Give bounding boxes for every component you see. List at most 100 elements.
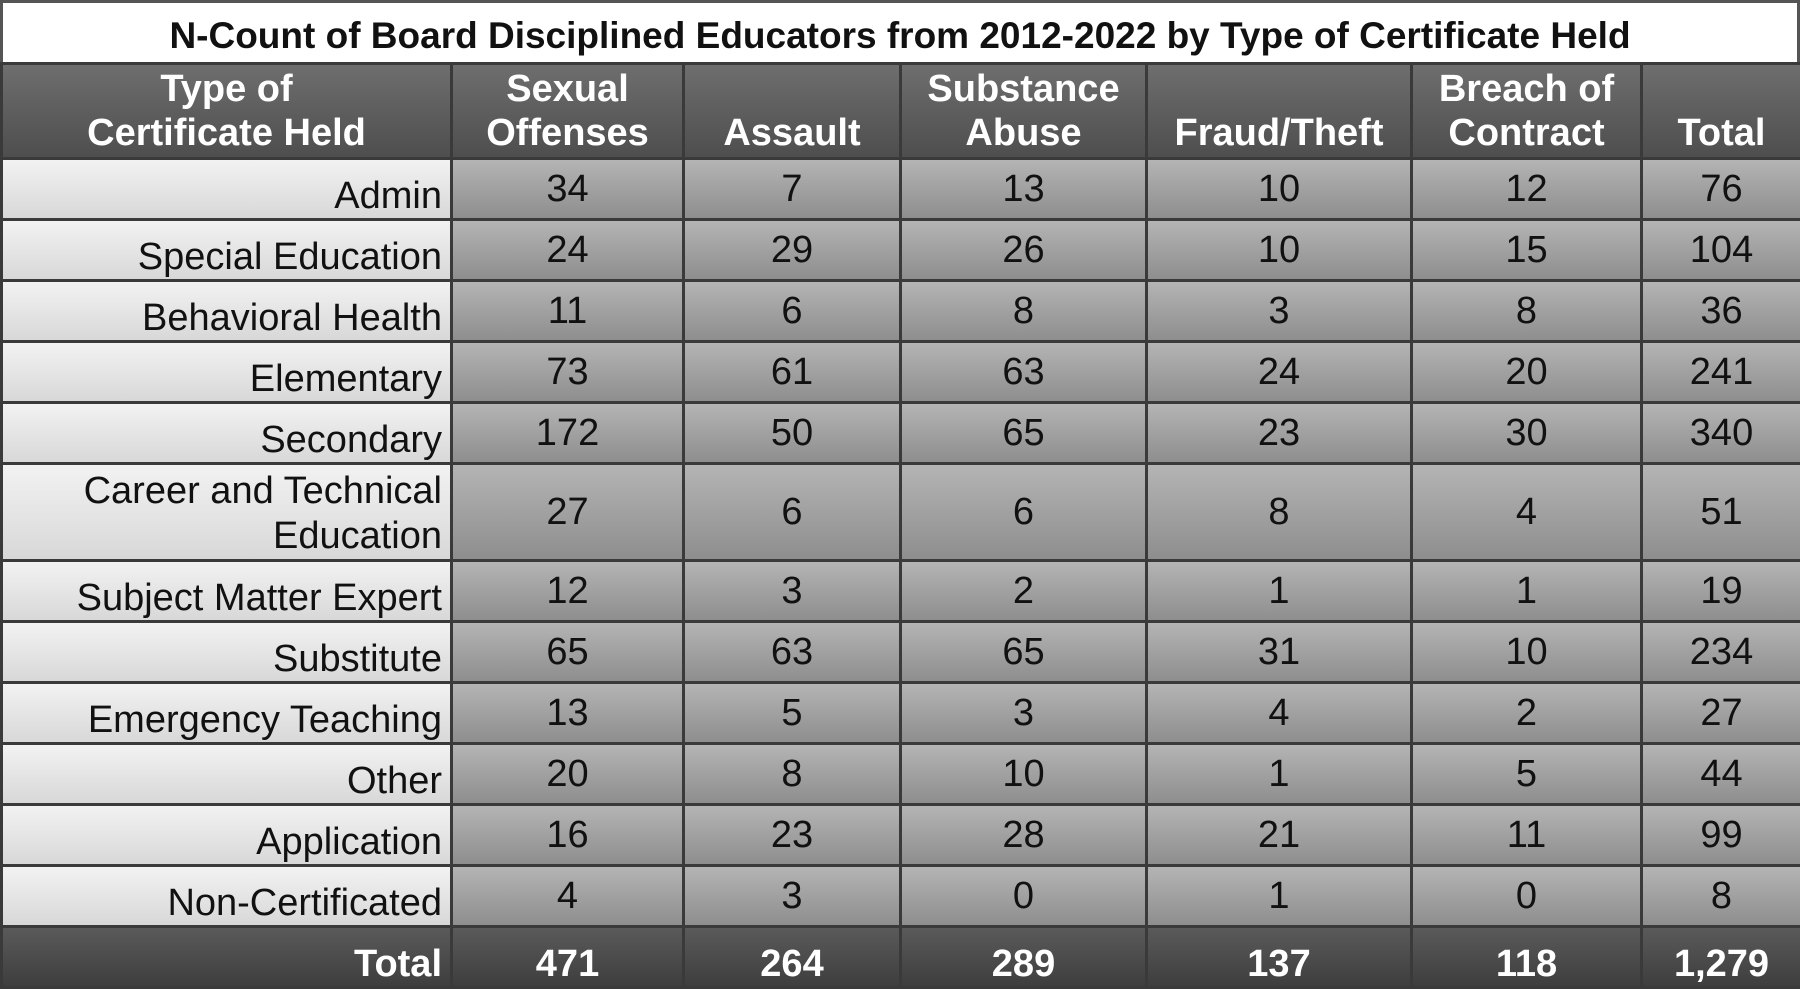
header-cell: Type of Certificate Held xyxy=(3,65,450,157)
cell-value: 30 xyxy=(1413,404,1640,462)
cell-value: 3 xyxy=(1148,282,1410,340)
data-row: Application 16 23 28 21 11 99 xyxy=(3,806,1800,864)
cell-value: 5 xyxy=(1413,745,1640,803)
row-label: Elementary xyxy=(3,343,450,401)
cell-value: 13 xyxy=(453,684,682,742)
cell-value: 8 xyxy=(1413,282,1640,340)
header-cell: Sexual Offenses xyxy=(453,65,682,157)
row-label: Special Education xyxy=(3,221,450,279)
data-row: Behavioral Health 11 6 8 3 8 36 xyxy=(3,282,1800,340)
row-label: Career and Technical Education xyxy=(3,465,450,559)
cell-value: 10 xyxy=(902,745,1145,803)
data-row: Other 20 8 10 1 5 44 xyxy=(3,745,1800,803)
header-text: Breach of xyxy=(1438,68,1615,110)
data-row: Career and Technical Education 27 6 6 8 4 51 xyxy=(3,465,1800,559)
cell-value: 104 xyxy=(1643,221,1800,279)
cell-value: 50 xyxy=(685,404,899,462)
data-row: Special Education 24 29 26 10 15 104 xyxy=(3,221,1800,279)
cell-value: 5 xyxy=(685,684,899,742)
cell-value: 11 xyxy=(453,282,682,340)
cell-value: 10 xyxy=(1148,160,1410,218)
cell-value: 8 xyxy=(685,745,899,803)
cell-value: 16 xyxy=(453,806,682,864)
cell-value: 19 xyxy=(1643,562,1800,620)
cell-value: 44 xyxy=(1643,745,1800,803)
data-row: Elementary 73 61 63 24 20 241 xyxy=(3,343,1800,401)
cell-value: 21 xyxy=(1148,806,1410,864)
data-row: Secondary 172 50 65 23 30 340 xyxy=(3,404,1800,462)
cell-value: 99 xyxy=(1643,806,1800,864)
cell-value: 23 xyxy=(685,806,899,864)
data-row: Non-Certificated 4 3 0 1 0 8 xyxy=(3,867,1800,925)
cell-value: 51 xyxy=(1643,465,1800,559)
total-row: Total 471 264 289 137 118 1,279 xyxy=(3,928,1800,986)
header-cell: Substance Abuse xyxy=(902,65,1145,157)
cell-value: 8 xyxy=(1643,867,1800,925)
cell-value: 65 xyxy=(453,623,682,681)
data-row: Admin 34 7 13 10 12 76 xyxy=(3,160,1800,218)
row-label: Non-Certificated xyxy=(3,867,450,925)
cell-value: 73 xyxy=(453,343,682,401)
cell-value: 12 xyxy=(453,562,682,620)
cell-value: 63 xyxy=(685,623,899,681)
cell-value: 3 xyxy=(902,684,1145,742)
header-cell: Total xyxy=(1643,65,1800,157)
row-label: Admin xyxy=(3,160,450,218)
header-text: Offenses xyxy=(486,112,649,154)
cell-value: 36 xyxy=(1643,282,1800,340)
cell-value: 26 xyxy=(902,221,1145,279)
cell-value: 6 xyxy=(685,282,899,340)
header-text: Substance xyxy=(927,68,1120,110)
total-value: 264 xyxy=(685,928,899,986)
cell-value: 63 xyxy=(902,343,1145,401)
cell-value: 24 xyxy=(1148,343,1410,401)
cell-value: 172 xyxy=(453,404,682,462)
cell-value: 1 xyxy=(1148,745,1410,803)
row-label: Application xyxy=(3,806,450,864)
cell-value: 23 xyxy=(1148,404,1410,462)
data-row: Subject Matter Expert 12 3 2 1 1 19 xyxy=(3,562,1800,620)
row-label: Substitute xyxy=(3,623,450,681)
cell-value: 27 xyxy=(453,465,682,559)
header-text: Type of xyxy=(160,68,293,110)
cell-value: 15 xyxy=(1413,221,1640,279)
cell-value: 2 xyxy=(902,562,1145,620)
cell-value: 4 xyxy=(1148,684,1410,742)
cell-value: 65 xyxy=(902,404,1145,462)
header-text: Contract xyxy=(1448,112,1605,154)
total-label: Total xyxy=(3,928,450,986)
cell-value: 29 xyxy=(685,221,899,279)
cell-value: 61 xyxy=(685,343,899,401)
cell-value: 8 xyxy=(1148,465,1410,559)
header-cell: Assault xyxy=(685,65,899,157)
data-row: Substitute 65 63 65 31 10 234 xyxy=(3,623,1800,681)
cell-value: 12 xyxy=(1413,160,1640,218)
cell-value: 65 xyxy=(902,623,1145,681)
header-text: Assault xyxy=(723,112,861,154)
cell-value: 2 xyxy=(1413,684,1640,742)
header-text: Certificate Held xyxy=(87,112,366,154)
cell-value: 28 xyxy=(902,806,1145,864)
cell-value: 1 xyxy=(1148,562,1410,620)
cell-value: 3 xyxy=(685,562,899,620)
cell-value: 76 xyxy=(1643,160,1800,218)
cell-value: 4 xyxy=(1413,465,1640,559)
cell-value: 10 xyxy=(1413,623,1640,681)
cell-value: 10 xyxy=(1148,221,1410,279)
row-label: Secondary xyxy=(3,404,450,462)
row-label: Emergency Teaching xyxy=(3,684,450,742)
cell-value: 11 xyxy=(1413,806,1640,864)
cell-value: 1 xyxy=(1148,867,1410,925)
total-value: 1,279 xyxy=(1643,928,1800,986)
cell-value: 0 xyxy=(902,867,1145,925)
header-text: Total xyxy=(1677,112,1766,154)
cell-value: 20 xyxy=(1413,343,1640,401)
cell-value: 27 xyxy=(1643,684,1800,742)
data-table: Type of Certificate Held Sexual Offenses Ass… xyxy=(0,62,1800,989)
cell-value: 31 xyxy=(1148,623,1410,681)
cell-value: 13 xyxy=(902,160,1145,218)
row-label: Behavioral Health xyxy=(3,282,450,340)
header-cell: Breach of Contract xyxy=(1413,65,1640,157)
cell-value: 7 xyxy=(685,160,899,218)
